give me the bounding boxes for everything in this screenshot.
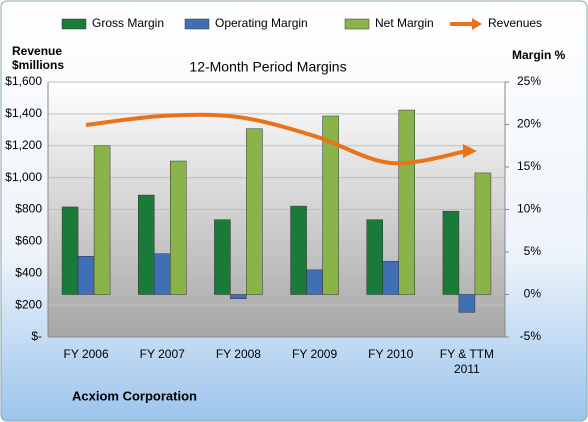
y-tick-label: $1,400: [5, 106, 42, 120]
bar: [306, 269, 323, 295]
footer: Acxiom Corporation: [72, 388, 197, 403]
legend-swatch: [184, 18, 210, 30]
y-axis-title: Revenue: [12, 44, 62, 58]
bar: [474, 172, 492, 295]
bar: [382, 261, 399, 295]
legend-swatch: [61, 18, 87, 30]
y-tick-label: $1,000: [5, 170, 42, 184]
bar: [458, 294, 476, 313]
bar: [322, 115, 339, 295]
y-tick-label: $400: [15, 265, 42, 279]
bar: [154, 253, 171, 295]
x-tick-label: FY 2008: [215, 347, 261, 361]
x-tick-label: FY 2010: [368, 347, 414, 361]
y2-tick-label: 20%: [517, 117, 541, 131]
chart-title: 12-Month Period Margins: [189, 59, 346, 75]
bar: [230, 294, 247, 299]
y-axis-title: $millions: [12, 58, 64, 72]
y2-tick-label: -5%: [520, 329, 542, 343]
bar: [93, 145, 111, 295]
legend-label: Net Margin: [375, 16, 434, 30]
bar: [77, 256, 95, 295]
x-tick-label: FY 2007: [139, 347, 185, 361]
bar: [290, 205, 307, 295]
legend-swatch: [344, 18, 370, 30]
legend-label: Revenues: [488, 16, 542, 30]
legend-swatch: [472, 18, 482, 30]
y-tick-label: $200: [15, 297, 42, 311]
bar: [442, 210, 460, 295]
bar: [61, 206, 79, 295]
y-tick-label: $800: [15, 202, 42, 216]
y2-axis-title: Margin %: [512, 48, 566, 62]
bar: [170, 160, 187, 295]
x-tick-label: FY 2006: [63, 347, 109, 361]
legend-label: Operating Margin: [215, 16, 308, 30]
bar: [398, 109, 415, 295]
arrow-head: [462, 144, 477, 159]
y2-tick-label: 15%: [517, 159, 541, 173]
y-tick-label: $1,200: [5, 138, 42, 152]
y-tick-label: $-: [31, 329, 42, 343]
y-tick-label: $1,600: [5, 74, 42, 88]
bar: [138, 194, 155, 295]
bar: [214, 219, 231, 295]
bar: [246, 128, 263, 295]
y2-tick-label: 25%: [517, 74, 541, 88]
y2-tick-label: 0%: [524, 287, 542, 301]
y2-tick-label: 5%: [524, 244, 542, 258]
x-tick-label: FY 2009: [292, 347, 338, 361]
revenue-line: [85, 112, 468, 166]
y2-tick-label: 10%: [517, 202, 541, 216]
y-tick-label: $600: [15, 234, 42, 248]
x-tick-label: FY & TTM 2011: [439, 347, 495, 376]
bar: [366, 219, 383, 295]
legend-label: Gross Margin: [92, 16, 164, 30]
